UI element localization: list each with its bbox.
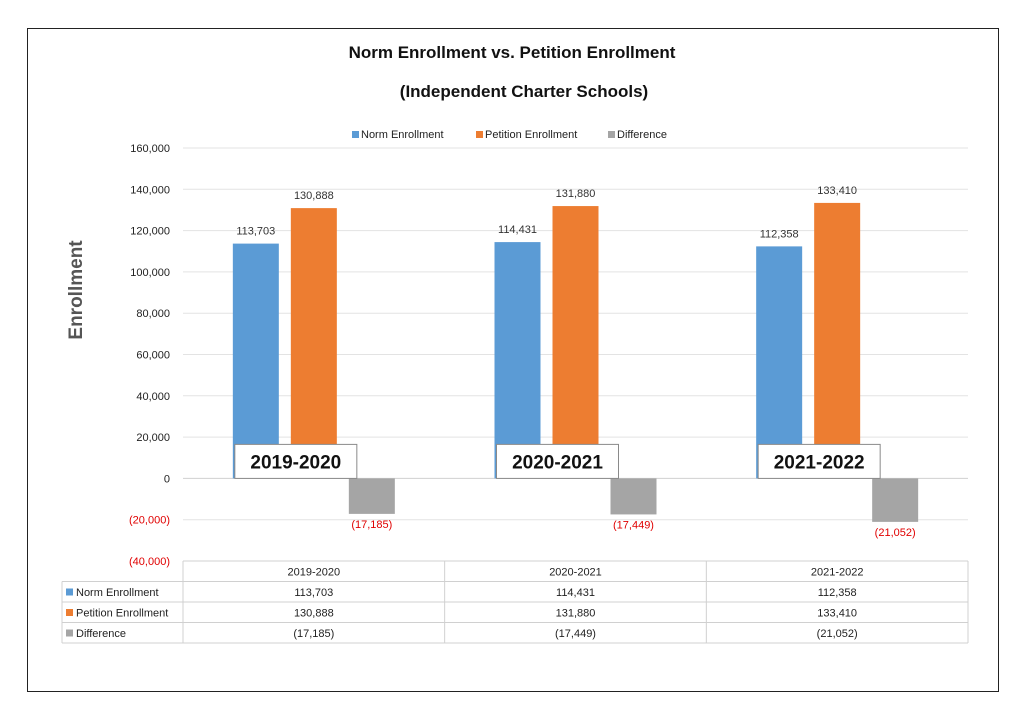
data-label: 133,410: [817, 185, 857, 197]
bars: [232, 202, 919, 522]
category-box-label: 2020-2021: [512, 452, 603, 473]
table-cell: 131,880: [556, 608, 596, 620]
data-label: 112,358: [760, 228, 799, 240]
table-cell: (17,185): [293, 628, 334, 640]
data-label: (17,449): [613, 519, 654, 531]
y-axis-label: Enrollment: [66, 240, 87, 340]
y-tick-label: 140,000: [130, 184, 170, 196]
y-tick-label: (40,000): [129, 556, 170, 568]
category-box: [496, 443, 619, 479]
table-cell: 114,431: [556, 587, 595, 599]
table-legend-key: [66, 609, 73, 616]
data-label: (21,052): [875, 527, 916, 539]
legend-swatch: [608, 131, 615, 138]
data-label: 114,431: [498, 224, 537, 236]
category-annotations: 2019-2020 2020-2021 2021-2022: [234, 443, 881, 479]
bar: [290, 208, 337, 479]
table-cell: 113,703: [294, 587, 333, 599]
category-box-label: 2019-2020: [250, 452, 341, 473]
table-row-label: Petition Enrollment: [76, 608, 168, 620]
legend-entry: Petition Enrollment: [485, 129, 577, 141]
table-row-label: Norm Enrollment: [76, 587, 159, 599]
table-header-cell: 2021-2022: [811, 567, 864, 579]
data-label: 130,888: [294, 190, 334, 202]
y-tick-label: 100,000: [130, 267, 170, 279]
legend: Norm Enrollment Petition Enrollment Differ…: [352, 129, 667, 141]
category-box: [234, 443, 358, 479]
y-axis-ticks: 160,000 140,000 120,000 100,000 80,000 60,000…: [129, 143, 170, 568]
category-box: [757, 443, 881, 479]
legend-entry: Difference: [617, 129, 667, 141]
data-label: 113,703: [236, 226, 275, 238]
bar: [494, 242, 541, 479]
bar: [756, 246, 803, 479]
category-box-label: 2021-2022: [774, 452, 865, 473]
bar: [814, 202, 861, 479]
bar: [232, 243, 279, 479]
bar: [872, 478, 919, 522]
table-cell: 133,410: [817, 608, 857, 620]
y-tick-label: 120,000: [130, 226, 170, 238]
table-cell: 112,358: [818, 587, 857, 599]
y-tick-label: (20,000): [129, 515, 170, 527]
table-header-cell: 2019-2020: [288, 567, 341, 579]
table-cell: 130,888: [294, 608, 334, 620]
y-tick-label: 0: [164, 473, 170, 485]
table-cell: (17,449): [555, 628, 596, 640]
legend-entry: Norm Enrollment: [361, 129, 444, 141]
chart-frame: [27, 28, 999, 692]
bar: [610, 478, 657, 515]
legend-swatch: [476, 131, 483, 138]
chart-subtitle: (Independent Charter Schools): [400, 82, 648, 101]
table-header-cell: 2020-2021: [549, 567, 602, 579]
data-labels: 113,703 130,888 (17,185) 114,431 131,880 (17,…: [236, 185, 915, 539]
y-tick-label: 40,000: [136, 391, 170, 403]
y-tick-label: 80,000: [136, 308, 170, 320]
y-tick-label: 60,000: [136, 350, 170, 362]
y-tick-label: 160,000: [130, 143, 170, 155]
bar: [552, 206, 599, 479]
bar: [348, 478, 395, 514]
data-label: (17,185): [351, 519, 392, 531]
table-cell: (21,052): [817, 628, 858, 640]
table-row-label: Difference: [76, 628, 126, 640]
y-tick-label: 20,000: [136, 432, 170, 444]
data-label: 131,880: [556, 188, 596, 200]
table-legend-key: [66, 588, 73, 596]
legend-swatch: [352, 131, 359, 138]
table-legend-key: [66, 629, 73, 637]
chart-title: Norm Enrollment vs. Petition Enrollment: [349, 43, 676, 62]
data-table: 2019-2020 2020-2021 2021-2022 Norm Enrollme…: [61, 560, 969, 644]
